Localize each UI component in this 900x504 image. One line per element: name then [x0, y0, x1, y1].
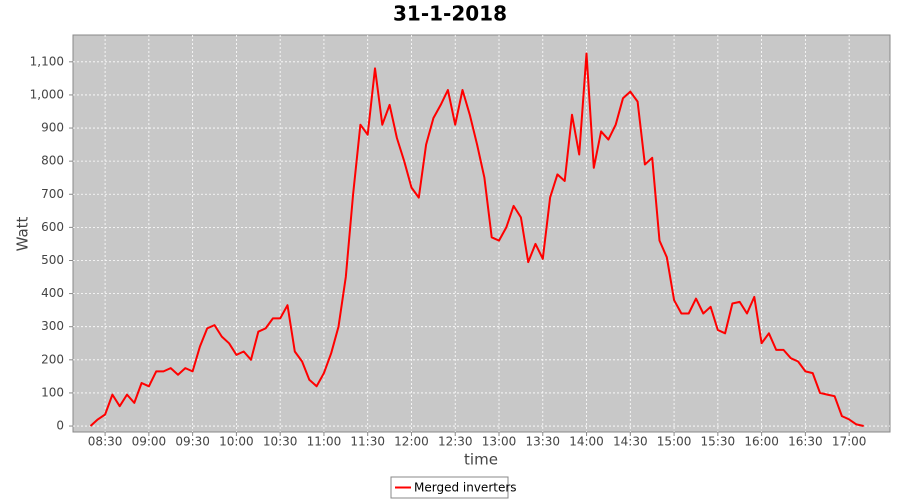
- y-tick-label: 900: [41, 121, 64, 135]
- x-tick-label: 13:00: [482, 435, 517, 449]
- x-tick-label: 14:00: [569, 435, 604, 449]
- x-tick-label: 12:00: [394, 435, 429, 449]
- x-tick-label: 11:00: [307, 435, 342, 449]
- y-tick-label: 500: [41, 253, 64, 267]
- x-tick-label: 10:30: [263, 435, 298, 449]
- x-tick-label: 10:00: [219, 435, 254, 449]
- x-tick-label: 15:30: [701, 435, 736, 449]
- x-tick-label: 12:30: [438, 435, 473, 449]
- y-tick-label: 200: [41, 352, 64, 366]
- x-tick-label: 13:30: [525, 435, 560, 449]
- y-tick-label: 1,100: [30, 54, 64, 68]
- x-axis-label: time: [464, 451, 498, 469]
- series-line: [89, 52, 864, 427]
- plot-area: [72, 34, 891, 433]
- x-tick-label: 16:30: [788, 435, 823, 449]
- x-tick-label: 11:30: [350, 435, 385, 449]
- y-tick-label: 0: [56, 419, 64, 433]
- legend-label: Merged inverters: [414, 481, 517, 495]
- y-tick-label: 400: [41, 286, 64, 300]
- legend-box: [390, 476, 509, 499]
- x-tick-label: 09:30: [175, 435, 210, 449]
- x-tick-label: 14:30: [613, 435, 648, 449]
- x-tick-label: 08:30: [88, 435, 123, 449]
- y-tick-label: 300: [41, 319, 64, 333]
- y-tick-label: 100: [41, 385, 64, 399]
- y-tick-label: 1,000: [30, 87, 64, 101]
- y-axis-label: Watt: [14, 216, 32, 251]
- y-tick-label: 700: [41, 187, 64, 201]
- x-tick-label: 16:00: [744, 435, 779, 449]
- y-tick-label: 600: [41, 220, 64, 234]
- x-tick-label: 09:00: [132, 435, 167, 449]
- x-tick-label: 15:00: [657, 435, 692, 449]
- y-tick-label: 800: [41, 154, 64, 168]
- chart-title: 31-1-2018: [393, 2, 507, 26]
- x-tick-label: 17:00: [832, 435, 867, 449]
